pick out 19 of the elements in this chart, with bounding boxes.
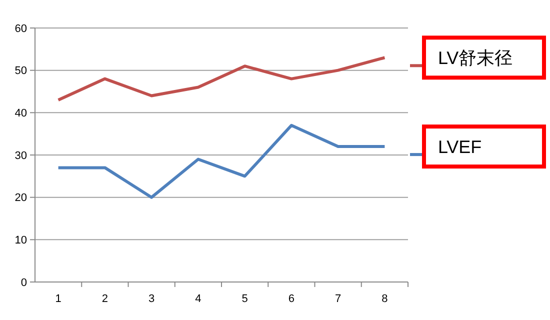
x-tick-label: 4 — [195, 293, 202, 305]
line-series — [56, 56, 386, 102]
x-tick-label: 1 — [55, 293, 62, 305]
y-tick-label: 50 — [14, 65, 27, 78]
y-tick-label: 40 — [14, 108, 27, 120]
legend-label: LVEF — [438, 136, 482, 157]
legend-label: LV舒末径 — [438, 48, 513, 68]
y-tick-label: 0 — [20, 276, 27, 289]
x-tick-label: 6 — [288, 293, 294, 305]
x-tick-label: 5 — [242, 293, 248, 305]
y-tick-label: 60 — [14, 22, 27, 35]
x-tick-label: 3 — [148, 293, 155, 305]
x-tick-label: 7 — [335, 293, 342, 305]
y-tick-label: 20 — [14, 192, 27, 204]
line-series — [56, 124, 386, 199]
x-tick-label: 8 — [382, 293, 388, 305]
y-tick-label: 10 — [14, 234, 27, 247]
x-tick-label: 2 — [102, 293, 108, 305]
y-tick-label: 30 — [14, 150, 27, 162]
